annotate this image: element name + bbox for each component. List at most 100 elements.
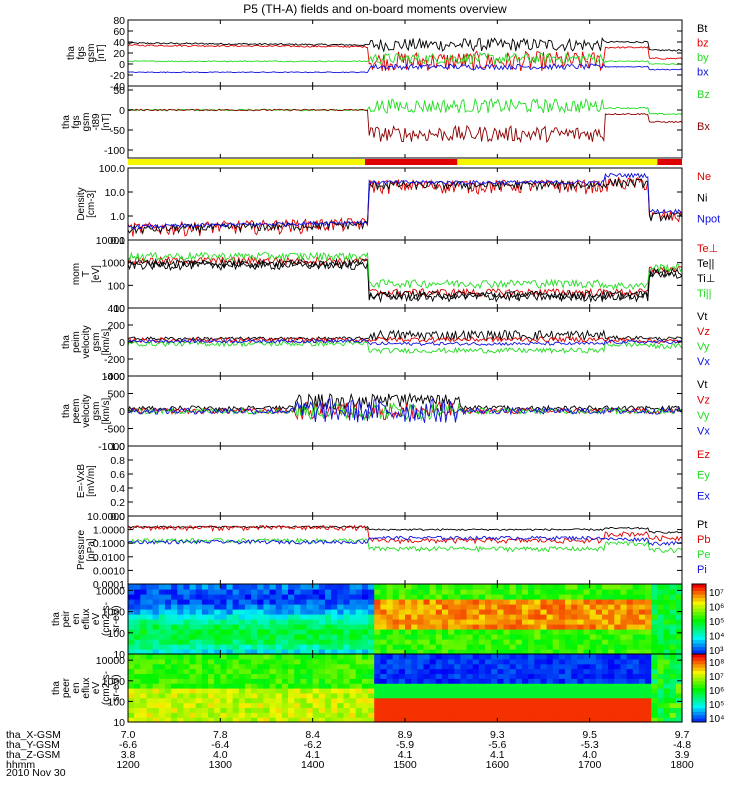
spectrogram-cell [589, 624, 597, 630]
series-line-bx [127, 62, 683, 74]
series-line-Pt [127, 525, 683, 534]
spectrogram-cell [429, 692, 437, 699]
spectrogram-cell [448, 654, 455, 660]
spectrogram-cell [472, 604, 480, 610]
spectrogram-cell [651, 649, 658, 655]
spectrogram-cell [657, 649, 665, 655]
spectrogram-cell [503, 644, 511, 650]
spectrogram-cell [324, 609, 332, 615]
spectrogram-cell [251, 649, 258, 655]
spectrogram-cell [601, 629, 609, 635]
spectrogram-cell [171, 712, 178, 718]
spectrogram-cell [565, 619, 572, 625]
y-tick-label: 100 [107, 280, 125, 292]
mode-bar-segment [457, 159, 658, 165]
spectrogram-cell [509, 649, 517, 655]
spectrogram-cell [232, 668, 240, 675]
spectrogram-cell [552, 668, 560, 675]
spectrogram-cell [626, 639, 634, 645]
spectrogram-cell [374, 712, 381, 718]
spectrogram-cell [478, 707, 486, 713]
spectrogram-cell [324, 604, 332, 610]
spectrogram-cell [244, 639, 252, 645]
spectrogram-cell [429, 688, 437, 694]
colorbar-cell [692, 701, 706, 706]
spectrogram-cell [324, 678, 332, 684]
spectrogram-cell [195, 594, 203, 600]
spectrogram-cell [214, 683, 221, 689]
spectrogram-cell [528, 649, 535, 655]
spectrogram-cell [226, 604, 234, 610]
spectrogram-cell [269, 614, 277, 620]
spectrogram-cell [558, 668, 566, 675]
spectrogram-cell [275, 663, 283, 670]
spectrogram-cell [411, 634, 418, 640]
spectrogram-cell [503, 629, 511, 635]
spectrogram-cell [269, 683, 277, 689]
spectrogram-cell [368, 634, 375, 640]
spectrogram-cell [140, 658, 148, 665]
y-tick-label: 10 [113, 649, 125, 661]
spectrogram-cell [158, 663, 166, 670]
spectrogram-cell [306, 688, 314, 694]
spectrogram-cell [417, 604, 425, 610]
spectrogram-cell [355, 599, 363, 605]
spectrogram-cell [312, 589, 320, 595]
spectrogram-cell [411, 668, 418, 675]
spectrogram-cell [669, 673, 677, 679]
spectrogram-cell [214, 594, 221, 600]
spectrogram-cell [454, 673, 461, 679]
y-axis-label-line: peem [71, 398, 82, 423]
spectrogram-cell [171, 688, 178, 694]
spectrogram-cell [318, 658, 326, 665]
spectrogram-cell [361, 639, 369, 645]
spectrogram-cell [164, 717, 172, 723]
spectrogram-cell [201, 644, 209, 650]
spectrogram-cell [503, 692, 511, 699]
spectrogram-cell [454, 604, 461, 610]
spectrogram-cell [257, 663, 265, 670]
spectrogram-cell [583, 609, 591, 615]
spectrogram-cell [595, 683, 603, 689]
spectrogram-cell [220, 624, 228, 630]
spectrogram-cell [657, 712, 665, 718]
spectrogram-cell [349, 634, 357, 640]
spectrogram-cell [614, 644, 622, 650]
spectrogram-cell [583, 634, 591, 640]
spectrogram-cell [374, 609, 381, 615]
spectrogram-cell [214, 649, 221, 655]
spectrogram-cell [583, 604, 591, 610]
spectrogram-cell [589, 673, 597, 679]
spectrogram-cell [355, 609, 363, 615]
spectrogram-cell [281, 604, 289, 610]
spectrogram-cell [300, 639, 308, 645]
spectrogram-cell [208, 599, 215, 605]
spectrogram-cell [571, 624, 578, 630]
spectrogram-cell [577, 697, 585, 704]
spectrogram-cell [577, 584, 585, 590]
spectrogram-cell [263, 609, 271, 615]
x-row-value: -5.3 [581, 739, 599, 751]
spectrogram-cell [675, 707, 683, 713]
spectrogram-cell [171, 619, 178, 625]
spectrogram-cell [244, 624, 252, 630]
spectrogram-cell [275, 658, 283, 665]
spectrogram-cell [417, 594, 425, 600]
spectrogram-cell [201, 678, 209, 684]
spectrogram-cell [220, 663, 228, 670]
spectrogram-cell [626, 599, 634, 605]
spectrogram-cell [608, 584, 615, 590]
panel-frame [127, 445, 683, 517]
spectrogram-cell [423, 717, 431, 723]
spectrogram-cell [657, 692, 665, 699]
spectrogram-cell [386, 683, 394, 689]
spectrogram-cell [595, 594, 603, 600]
y-axis-label-line: velocity [81, 325, 92, 358]
spectrogram-cell [614, 658, 622, 665]
spectrogram-cell [411, 644, 418, 650]
y-tick-label: 10.0 [105, 187, 126, 199]
spectrogram-cell [238, 639, 246, 645]
spectrogram-cell [361, 658, 369, 665]
spectrogram-cell [195, 678, 203, 684]
spectrogram-cell [601, 692, 609, 699]
